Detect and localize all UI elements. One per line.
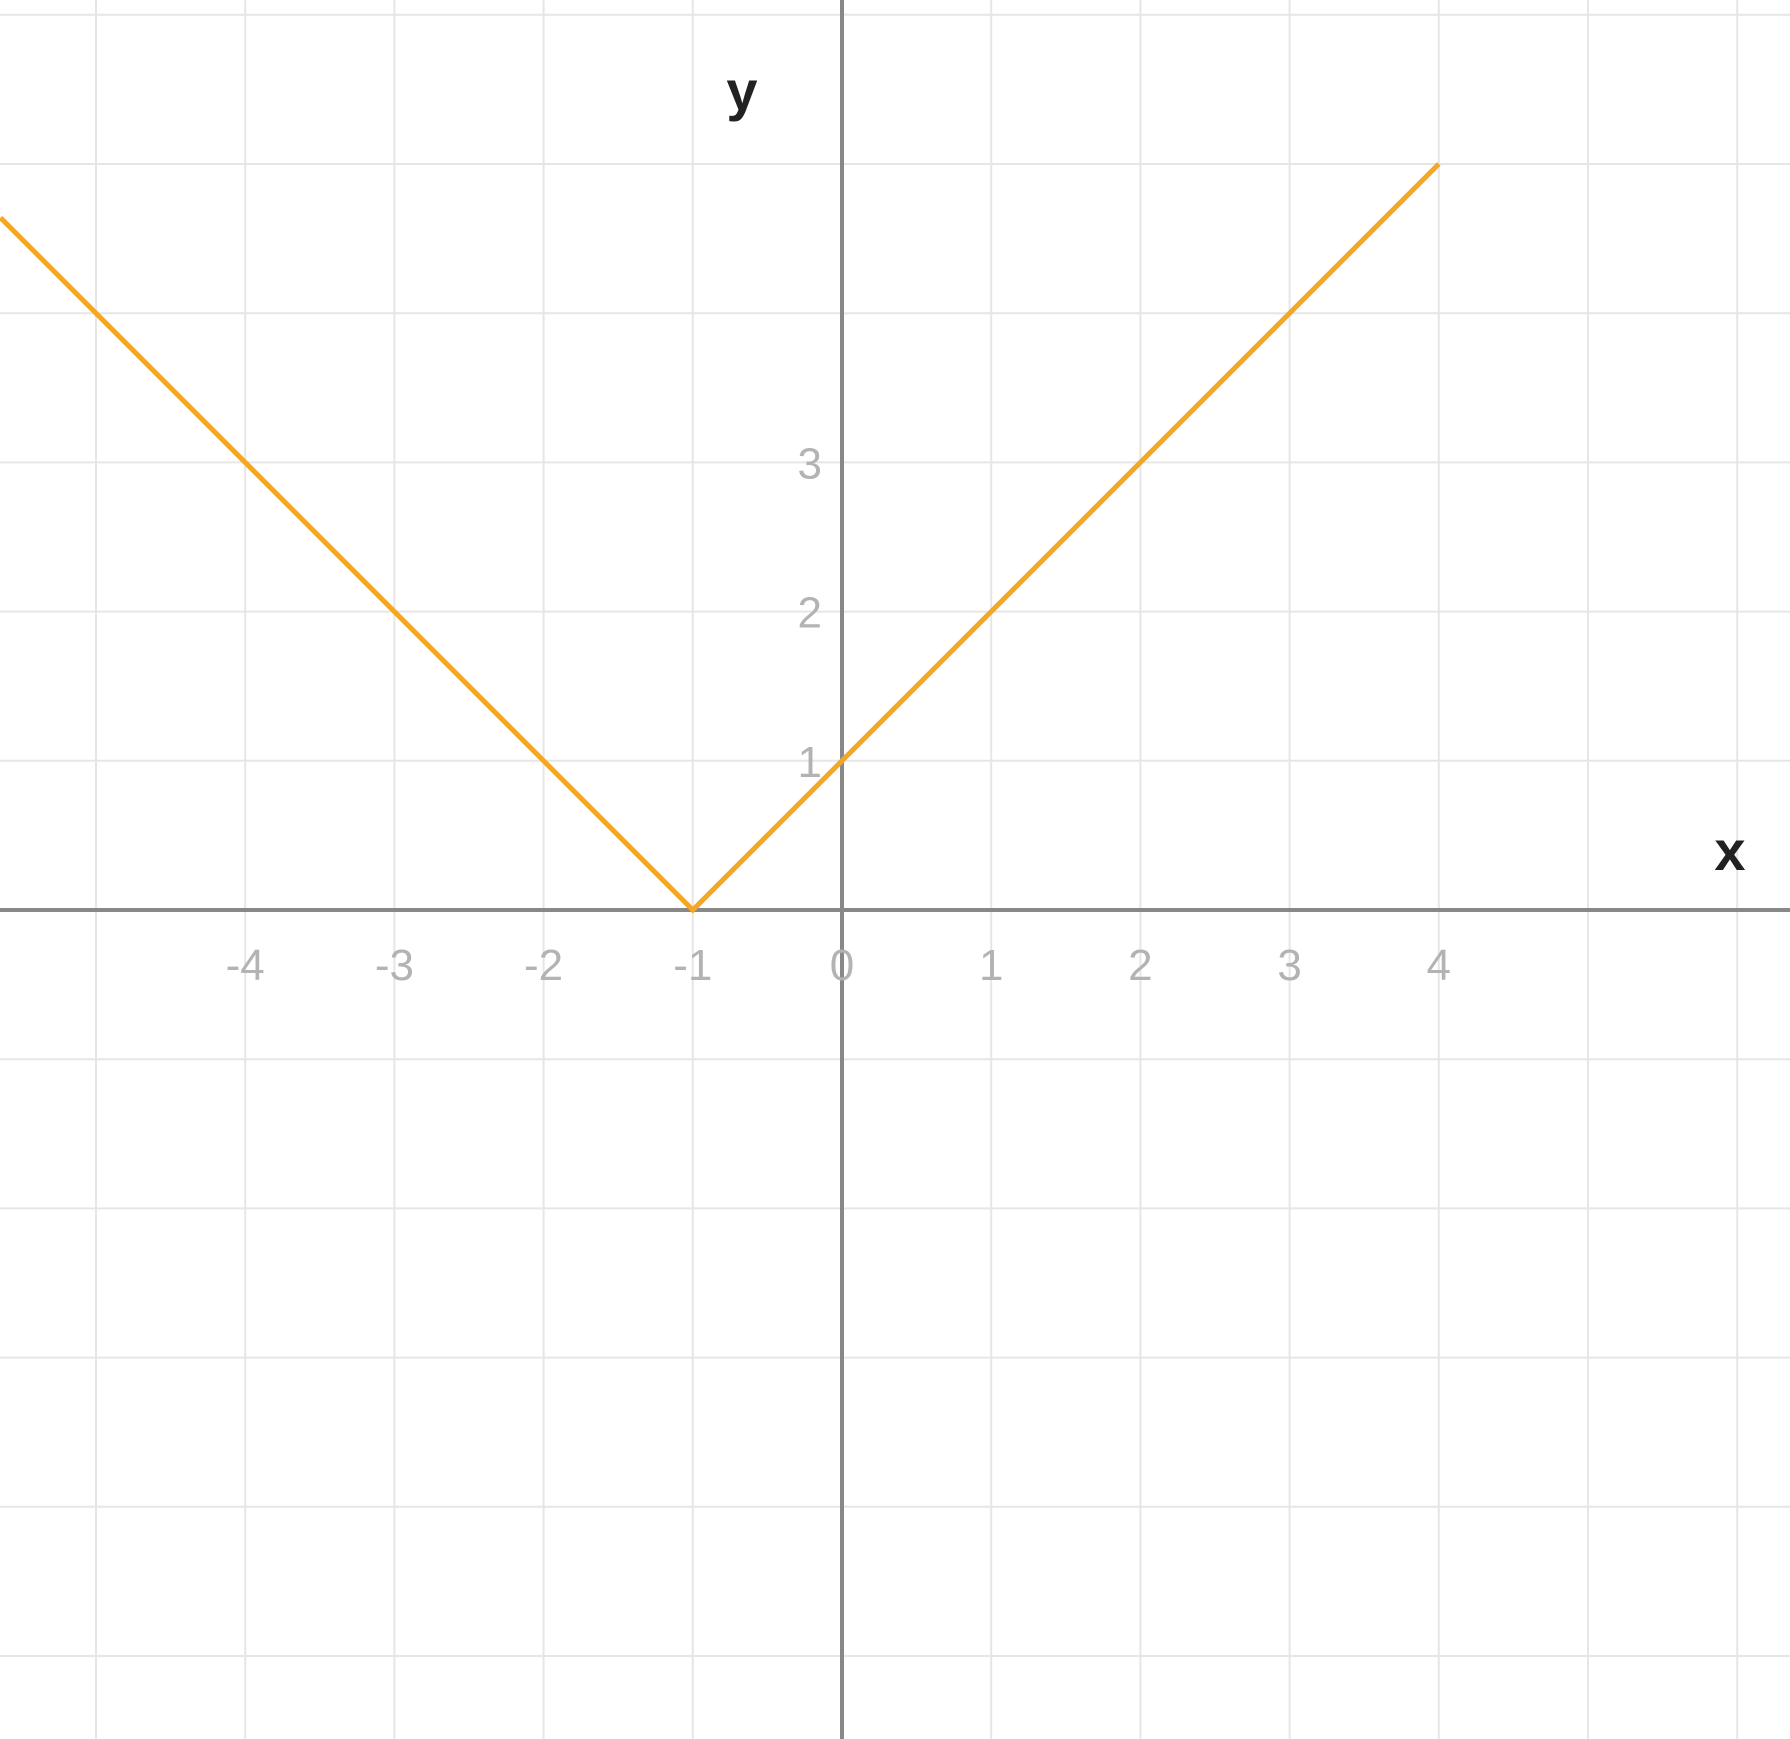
x-tick-label: 3 [1277,941,1301,990]
x-tick-label: -1 [673,941,712,990]
x-tick-label: -4 [226,941,265,990]
x-axis-label: x [1714,819,1745,882]
coordinate-plane-chart: -4 -3 -2 -1 0 1 2 3 4 1 2 3 y x [0,0,1790,1739]
x-tick-label: 2 [1128,941,1152,990]
y-tick-label: 2 [798,589,822,638]
y-tick-label: 1 [798,738,822,787]
chart-background [0,0,1790,1739]
x-tick-label: 4 [1427,941,1451,990]
x-tick-label: 0 [830,941,854,990]
y-tick-label: 3 [798,439,822,488]
x-tick-label: -2 [524,941,563,990]
x-tick-label: 1 [979,941,1003,990]
x-tick-label: -3 [375,941,414,990]
y-axis-label: y [726,59,757,122]
